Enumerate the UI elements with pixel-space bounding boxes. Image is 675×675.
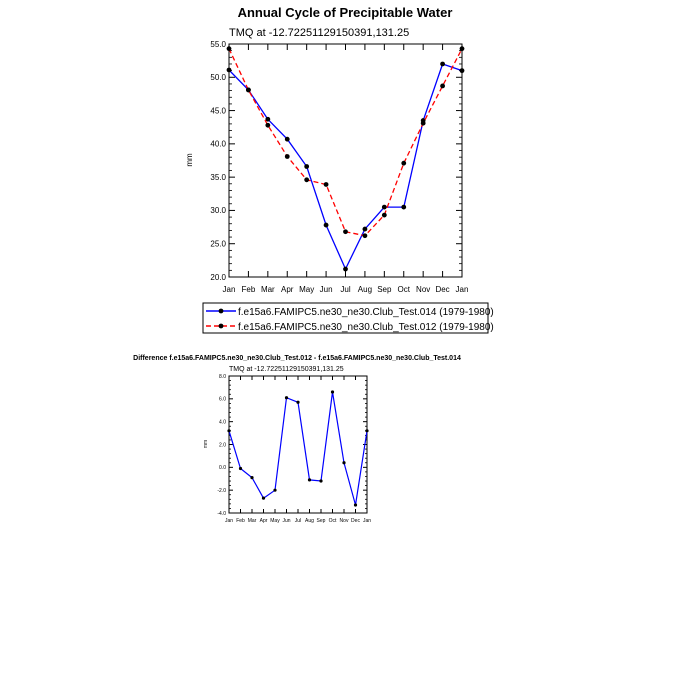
data-point-series-1: [265, 116, 271, 122]
series-line-1: [228, 391, 368, 506]
ytick-label: 30.0: [210, 206, 226, 215]
data-point-series-1: [362, 226, 368, 232]
data-point-series-1: [284, 396, 289, 400]
difference-chart-subtitle: TMQ at -12.72251129150391,131.25: [229, 366, 344, 373]
data-point-series-2: [246, 87, 251, 93]
data-point-series-1: [365, 429, 369, 433]
xtick-label: Sep: [317, 518, 326, 524]
xtick-label: May: [299, 285, 314, 294]
xtick-label: Jan: [225, 518, 233, 524]
data-point-series-1: [342, 461, 346, 465]
xtick-label: Dec: [435, 285, 449, 294]
series-line-1: [228, 63, 463, 271]
xtick-label: Oct: [398, 285, 411, 294]
data-point-series-2: [459, 46, 465, 52]
difference-chart: Difference f.e15a6.FAMIPC5.ne30_ne30.Clu…: [133, 355, 461, 524]
data-point-series-2: [265, 122, 271, 128]
xtick-label: Jul: [295, 518, 301, 524]
data-point-series-1: [319, 479, 323, 483]
data-point-series-2: [401, 160, 407, 166]
xtick-label: Mar: [248, 518, 257, 524]
xtick-label: Jun: [282, 518, 290, 524]
main-chart: Annual Cycle of Precipitable Water TMQ a…: [185, 5, 468, 294]
main-chart-plot-frame: [228, 43, 463, 278]
data-point-series-2: [381, 212, 387, 218]
data-point-series-1: [273, 488, 277, 492]
xtick-label: Apr: [260, 518, 268, 524]
ytick-label: 55.0: [210, 40, 226, 49]
main-chart-ylabel: mm: [185, 153, 194, 167]
data-point-series-2: [440, 83, 445, 89]
ytick-label: 6.0: [219, 397, 226, 403]
data-point-series-2: [323, 182, 329, 187]
data-point-series-1: [343, 266, 348, 272]
ytick-label: -4.0: [217, 511, 226, 517]
main-chart-subtitle: TMQ at -12.72251129150391,131.25: [229, 27, 409, 39]
data-point-series-1: [353, 503, 358, 507]
data-point-series-1: [261, 496, 266, 500]
legend-label-series-2: f.e15a6.FAMIPC5.ne30_ne30.Club_Test.012 …: [238, 322, 494, 333]
xtick-label: Jul: [340, 285, 350, 294]
legend-frame: [202, 302, 489, 334]
main-chart-legend: f.e15a6.FAMIPC5.ne30_ne30.Club_Test.014 …: [202, 302, 494, 334]
data-point-series-2: [420, 120, 426, 126]
xtick-label: Dec: [351, 518, 360, 524]
ytick-label: 20.0: [210, 273, 226, 282]
ytick-label: 4.0: [219, 419, 226, 425]
xtick-label: Mar: [261, 285, 275, 294]
legend-marker-series-1: [218, 308, 224, 314]
data-point-series-1: [227, 429, 231, 433]
data-point-series-1: [381, 204, 387, 210]
xtick-label: Nov: [340, 518, 349, 524]
data-point-series-2: [226, 46, 232, 52]
data-point-series-1: [284, 136, 290, 142]
ytick-label: 35.0: [210, 173, 226, 182]
xtick-label: Sep: [377, 285, 392, 294]
ytick-label: 50.0: [210, 73, 226, 82]
xtick-label: Jan: [456, 285, 469, 294]
data-point-series-1: [296, 400, 300, 404]
data-point-series-1: [226, 67, 232, 73]
data-point-series-2: [284, 154, 290, 159]
data-point-series-2: [362, 233, 368, 239]
data-point-series-1: [304, 164, 310, 169]
data-point-series-1: [307, 478, 312, 482]
xtick-label: Jan: [363, 518, 371, 524]
ytick-label: 2.0: [219, 442, 226, 448]
main-chart-title: Annual Cycle of Precipitable Water: [238, 5, 453, 20]
difference-chart-title: Difference f.e15a6.FAMIPC5.ne30_ne30.Clu…: [133, 355, 461, 362]
ytick-label: 25.0: [210, 240, 226, 249]
xtick-label: Oct: [329, 518, 337, 524]
xtick-label: May: [270, 518, 280, 524]
data-point-series-1: [323, 222, 329, 228]
data-point-series-1: [401, 204, 407, 210]
data-point-series-2: [343, 229, 348, 235]
series-line-2: [228, 48, 463, 237]
xtick-label: Feb: [242, 285, 256, 294]
difference-chart-ylabel: mm: [203, 440, 209, 448]
legend-marker-series-2: [218, 323, 224, 329]
data-point-series-1: [440, 61, 445, 67]
difference-chart-plot-frame: [228, 375, 368, 514]
data-point-series-1: [459, 68, 465, 74]
xtick-label: Jun: [320, 285, 333, 294]
ytick-label: 8.0: [219, 374, 226, 380]
data-point-series-1: [330, 390, 335, 394]
xtick-label: Apr: [281, 285, 294, 294]
xtick-label: Feb: [236, 518, 245, 524]
legend-label-series-1: f.e15a6.FAMIPC5.ne30_ne30.Club_Test.014 …: [238, 307, 494, 318]
xtick-label: Jan: [223, 285, 236, 294]
ytick-label: 0.0: [219, 465, 226, 471]
data-point-series-1: [238, 466, 243, 471]
xtick-label: Aug: [358, 285, 372, 294]
ytick-label: 45.0: [210, 106, 226, 115]
xtick-label: Aug: [305, 518, 314, 524]
xtick-label: Nov: [416, 285, 430, 294]
ytick-label: -2.0: [217, 488, 226, 494]
data-point-series-1: [250, 476, 254, 480]
ytick-label: 40.0: [210, 140, 226, 149]
data-point-series-2: [304, 177, 310, 183]
